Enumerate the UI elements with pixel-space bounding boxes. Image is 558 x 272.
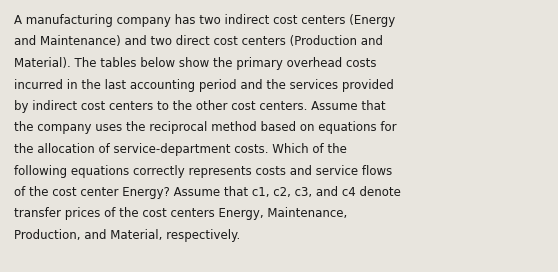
Text: by indirect cost centers to the other cost centers. Assume that: by indirect cost centers to the other co… [14,100,386,113]
Text: Production, and Material, respectively.: Production, and Material, respectively. [14,229,240,242]
Text: the allocation of service-department costs. Which of the: the allocation of service-department cos… [14,143,347,156]
Text: and Maintenance) and two direct cost centers (Production and: and Maintenance) and two direct cost cen… [14,36,383,48]
Text: the company uses the reciprocal method based on equations for: the company uses the reciprocal method b… [14,122,397,134]
Text: A manufacturing company has two indirect cost centers (Energy: A manufacturing company has two indirect… [14,14,395,27]
Text: transfer prices of the cost centers Energy, Maintenance,: transfer prices of the cost centers Ener… [14,208,347,221]
Text: following equations correctly represents costs and service flows: following equations correctly represents… [14,165,392,178]
Text: incurred in the last accounting period and the services provided: incurred in the last accounting period a… [14,79,394,91]
Text: Material). The tables below show the primary overhead costs: Material). The tables below show the pri… [14,57,377,70]
Text: of the cost center Energy? Assume that c1, c2, c3, and c4 denote: of the cost center Energy? Assume that c… [14,186,401,199]
